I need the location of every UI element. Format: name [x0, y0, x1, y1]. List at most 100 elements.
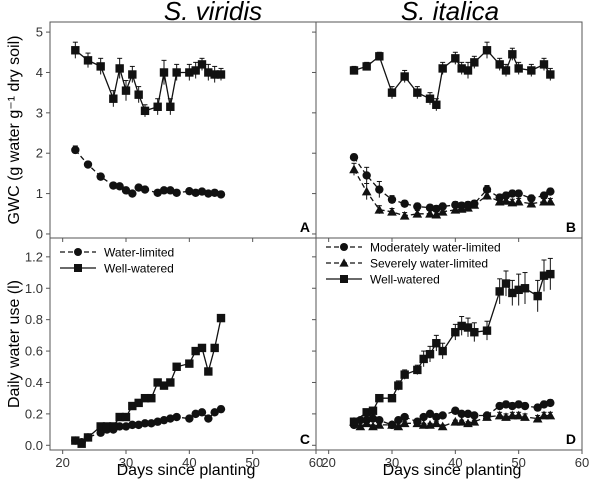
legend-marker-d-2 [340, 275, 348, 283]
point-b-0-16 [508, 189, 517, 198]
xlabel-right: Days since planting [383, 462, 522, 479]
panel-label-c: C [300, 431, 310, 447]
point-a-0-12 [172, 188, 181, 197]
point-b-0-20 [546, 187, 555, 196]
point-b-2-7 [432, 100, 441, 109]
panel-d: 20 30 40 50 60 D Moderately water-limited Sever… [312, 237, 589, 470]
series-line-a-1 [74, 49, 221, 112]
point-d-1-11 [431, 418, 442, 428]
point-c-0-10 [140, 419, 150, 428]
point-c-1-9 [134, 398, 143, 408]
point-b-2-20 [546, 70, 555, 79]
point-b-1-11 [463, 202, 473, 212]
point-d-2-17 [495, 287, 504, 296]
point-c-1-14 [166, 378, 175, 387]
panels-group: 0 1 2 3 4 5 A B 0.0 0.2 0.4 0.6 0.8 1.0 1.2 20 30 40 50 60 C… [25, 21, 589, 470]
xtick-label-c-0: 20 [55, 455, 69, 470]
point-a-0-10 [159, 186, 169, 195]
xtick-label-d-2: 40 [448, 455, 462, 470]
point-d-2-11 [438, 346, 447, 356]
point-b-2-18 [527, 66, 536, 75]
point-d-2-14 [463, 323, 473, 332]
point-c-0-14 [166, 414, 175, 423]
ytick-label-c-5: 1.0 [25, 281, 43, 296]
series-b-0 [349, 153, 555, 214]
panel-label-b: B [566, 219, 576, 235]
point-b-1-6 [425, 208, 435, 218]
legend-text-d-0: Moderately water-limited [370, 241, 501, 255]
point-d-0-21 [514, 400, 523, 409]
legend-text-d-2: Well-watered [370, 273, 440, 287]
point-c-1-10 [140, 393, 150, 403]
legend-marker-d-1 [339, 258, 349, 267]
point-b-2-6 [425, 94, 435, 103]
point-a-1-4 [115, 64, 124, 73]
point-d-0-22 [520, 401, 530, 411]
point-d-1-4 [374, 420, 385, 429]
point-b-1-12 [469, 200, 480, 209]
point-d-1-20 [507, 410, 518, 420]
point-d-0-6 [394, 415, 403, 425]
point-d-2-9 [425, 350, 435, 359]
point-c-1-5 [109, 422, 118, 431]
point-d-1-25 [545, 410, 556, 420]
point-d-0-11 [432, 412, 441, 422]
point-c-0-16 [185, 414, 194, 423]
point-c-0-12 [153, 417, 162, 426]
panel-frame-a [49, 21, 317, 239]
xtick-label-c-2: 40 [182, 455, 196, 470]
point-c-1-2 [83, 433, 93, 442]
point-a-0-11 [166, 186, 175, 195]
point-c-1-16 [185, 359, 194, 368]
point-c-1-3 [96, 422, 105, 431]
point-d-1-13 [450, 416, 461, 426]
point-a-1-16 [204, 68, 213, 77]
point-d-2-6 [400, 370, 409, 379]
ytick-label-c-3: 0.6 [25, 344, 43, 359]
series-c-0 [71, 404, 226, 447]
panel-label-d: D [566, 431, 576, 447]
point-b-0-1 [362, 171, 371, 180]
point-b-2-16 [508, 50, 517, 59]
point-b-1-1 [361, 186, 372, 196]
point-c-0-18 [197, 408, 207, 417]
ytick-label-a-2: 2 [36, 146, 43, 161]
point-a-0-14 [191, 188, 200, 197]
point-a-0-5 [121, 186, 131, 195]
panel-frame-d [315, 237, 583, 451]
point-a-0-6 [128, 189, 137, 198]
legend-marker-d-0 [340, 243, 348, 251]
point-d-0-20 [508, 401, 517, 411]
point-b-1-13 [482, 190, 492, 200]
point-d-0-13 [451, 406, 460, 415]
point-b-0-6 [425, 203, 435, 212]
point-a-1-11 [166, 102, 175, 111]
series-d-2 [349, 257, 555, 426]
point-d-2-5 [394, 381, 403, 390]
point-d-1-12 [437, 421, 448, 431]
series-a-1 [71, 41, 226, 117]
point-b-0-3 [387, 195, 397, 204]
point-d-2-0 [349, 417, 359, 426]
point-b-0-2 [375, 185, 384, 194]
ytick-label-c-4: 0.8 [25, 312, 43, 327]
point-c-0-17 [191, 409, 200, 419]
point-c-0-19 [204, 414, 213, 423]
point-b-2-3 [387, 88, 397, 97]
point-c-1-4 [102, 422, 112, 431]
point-b-0-0 [349, 153, 359, 162]
point-a-1-2 [96, 62, 105, 71]
point-c-0-9 [134, 420, 143, 430]
point-a-0-9 [153, 188, 162, 197]
point-d-1-5 [387, 420, 397, 429]
panel-a: 0 1 2 3 4 5 A [36, 21, 317, 242]
xtick-label-d-0: 20 [321, 455, 335, 470]
legend-marker-c-1 [74, 264, 82, 272]
point-d-1-21 [513, 410, 524, 420]
point-c-1-13 [159, 381, 169, 390]
point-d-1-18 [494, 410, 505, 420]
point-d-2-16 [482, 326, 492, 335]
xtick-label-d-3: 50 [511, 455, 525, 470]
point-b-2-10 [457, 64, 466, 73]
point-a-1-8 [140, 106, 150, 116]
